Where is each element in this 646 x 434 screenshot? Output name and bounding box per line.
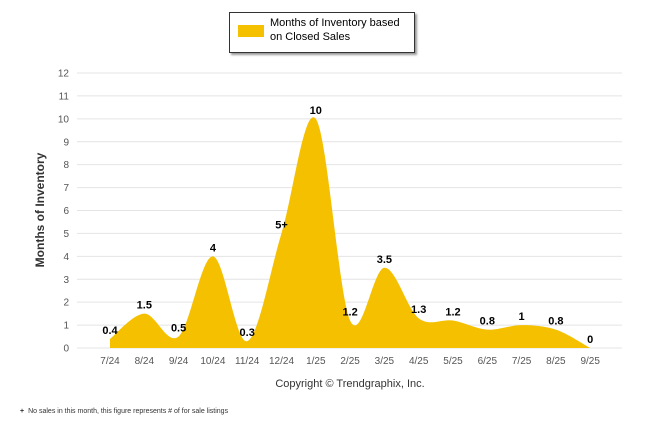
y-tick-label: 1 <box>63 321 69 332</box>
y-tick-label: 11 <box>59 91 70 102</box>
data-label: 0.3 <box>240 327 255 339</box>
y-axis-label: Months of Inventory <box>33 152 47 267</box>
x-tick-label: 10/24 <box>200 356 225 367</box>
data-label: 1.3 <box>411 304 426 316</box>
x-tick-label: 12/24 <box>269 356 294 367</box>
data-label: 0.8 <box>480 316 495 328</box>
y-tick-label: 4 <box>63 252 69 263</box>
y-tick-label: 6 <box>63 206 69 217</box>
x-axis-ticks: 7/24 8/24 9/24 10/24 11/24 12/24 1/25 2/25 3/25 4… <box>100 356 600 367</box>
x-tick-label: 11/24 <box>235 356 260 367</box>
x-tick-label: 9/25 <box>580 356 600 367</box>
y-tick-label: 0 <box>63 344 69 355</box>
y-tick-label: 12 <box>58 69 70 80</box>
x-tick-label: 2/25 <box>340 356 360 367</box>
x-tick-label: 1/25 <box>306 356 326 367</box>
data-label: 1.5 <box>137 300 152 312</box>
y-tick-label: 5 <box>63 229 69 240</box>
data-label: 3.5 <box>377 254 392 266</box>
x-tick-label: 8/25 <box>546 356 566 367</box>
data-label: 0 <box>587 334 593 346</box>
x-tick-label: 7/25 <box>512 356 532 367</box>
copyright-text: Copyright © Trendgraphix, Inc. <box>275 378 424 390</box>
x-tick-label: 6/25 <box>478 356 498 367</box>
chart-legend: Months of Inventory based on Closed Sale… <box>229 12 415 53</box>
data-label: 1.2 <box>342 307 357 319</box>
data-label: 4 <box>210 242 217 254</box>
area-series-months-of-inventory <box>110 117 591 349</box>
x-tick-label: 5/25 <box>443 356 463 367</box>
data-label: 1 <box>519 311 525 323</box>
legend-label: Months of Inventory based on Closed Sale… <box>270 17 400 43</box>
data-label: 0.5 <box>171 323 186 335</box>
footnote-text: No sales in this month, this figure repr… <box>28 408 229 415</box>
x-tick-label: 4/25 <box>409 356 429 367</box>
y-tick-label: 9 <box>63 137 69 148</box>
data-label: 0.4 <box>102 325 118 337</box>
y-tick-label: 7 <box>63 183 69 194</box>
data-labels: 0.4 1.5 0.5 4 0.3 5+ 10 1.2 3.5 1.3 1.2 0.8 1 0.8 0 <box>102 105 593 346</box>
data-label: 1.2 <box>445 307 460 319</box>
footnote: + No sales in this month, this figure rep… <box>20 408 228 415</box>
data-label: 5+ <box>275 219 288 231</box>
data-label: 0.8 <box>548 316 563 328</box>
footnote-mark: + <box>20 408 25 415</box>
x-tick-label: 8/24 <box>135 356 155 367</box>
legend-swatch <box>238 25 264 37</box>
data-label: 10 <box>310 105 322 117</box>
x-tick-label: 9/24 <box>169 356 189 367</box>
x-tick-label: 7/24 <box>100 356 120 367</box>
y-tick-label: 10 <box>58 114 70 125</box>
x-tick-label: 3/25 <box>375 356 395 367</box>
y-tick-label: 8 <box>63 160 69 171</box>
y-tick-label: 3 <box>63 275 69 286</box>
y-tick-label: 2 <box>63 298 69 309</box>
